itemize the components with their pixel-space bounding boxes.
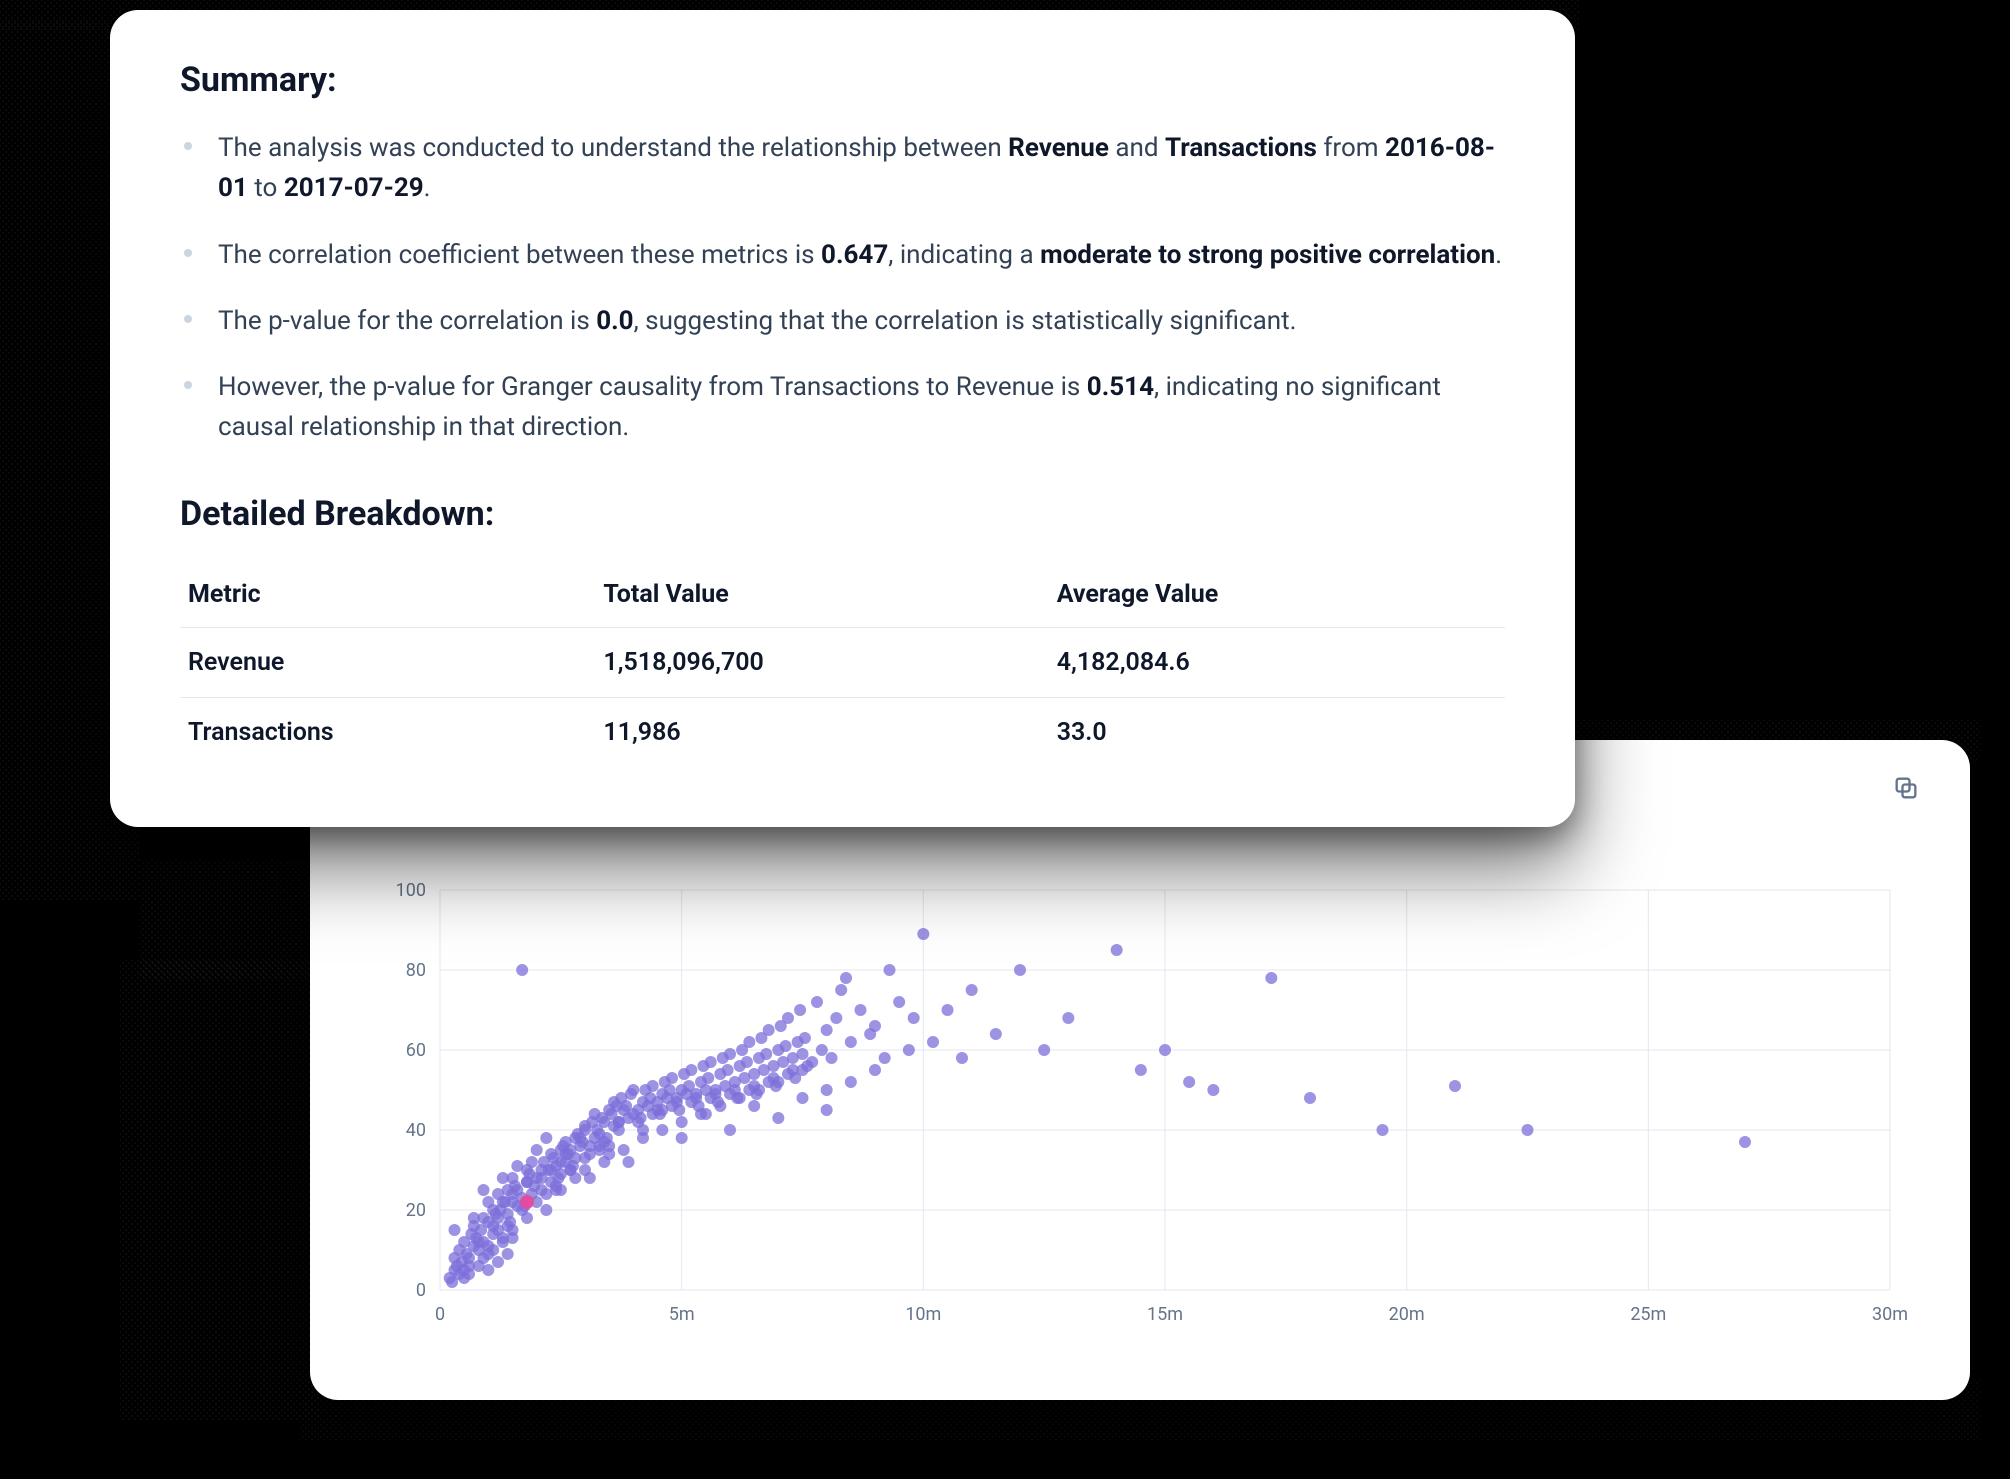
svg-text:5m: 5m [669, 1304, 695, 1325]
table-row: Transactions11,98633.0 [180, 697, 1505, 767]
svg-text:60: 60 [406, 1040, 426, 1061]
table-cell: 4,182,084.6 [1049, 627, 1505, 697]
chart-card: 0 20 40 60 80 100 0 5m 10m 15m 20m 25m 30m [310, 740, 1970, 1400]
summary-list: The analysis was conducted to understand… [180, 128, 1505, 448]
svg-text:80: 80 [406, 960, 426, 981]
summary-bullet: The p-value for the correlation is 0.0, … [180, 301, 1505, 341]
table-cell: Transactions [180, 697, 595, 767]
table-row: Revenue1,518,096,7004,182,084.6 [180, 627, 1505, 697]
table-header: Average Value [1049, 562, 1505, 628]
table-header: Metric [180, 562, 595, 628]
svg-text:10m: 10m [905, 1304, 941, 1325]
summary-bullet: The analysis was conducted to understand… [180, 128, 1505, 209]
svg-text:0: 0 [416, 1280, 426, 1301]
summary-heading: Summary: [180, 60, 1505, 100]
svg-text:20: 20 [406, 1200, 426, 1221]
svg-text:15m: 15m [1147, 1304, 1183, 1325]
table-cell: 33.0 [1049, 697, 1505, 767]
svg-text:0: 0 [435, 1304, 445, 1325]
decorative-noise [120, 960, 320, 1420]
summary-card: Summary: The analysis was conducted to u… [110, 10, 1575, 827]
scatter-chart: 0 20 40 60 80 100 0 5m 10m 15m 20m 25m 30m [370, 880, 1910, 1340]
table-header: Total Value [595, 562, 1048, 628]
breakdown-heading: Detailed Breakdown: [180, 494, 1505, 534]
table-cell: Revenue [180, 627, 595, 697]
breakdown-table: MetricTotal ValueAverage Value Revenue1,… [180, 562, 1505, 767]
svg-text:100: 100 [396, 880, 426, 901]
svg-text:25m: 25m [1630, 1304, 1666, 1325]
svg-text:30m: 30m [1872, 1304, 1908, 1325]
svg-text:40: 40 [406, 1120, 426, 1141]
summary-bullet: However, the p-value for Granger causali… [180, 367, 1505, 448]
copy-icon[interactable] [1892, 774, 1920, 802]
table-cell: 11,986 [595, 697, 1048, 767]
summary-bullet: The correlation coefficient between thes… [180, 235, 1505, 275]
svg-text:20m: 20m [1389, 1304, 1425, 1325]
table-cell: 1,518,096,700 [595, 627, 1048, 697]
